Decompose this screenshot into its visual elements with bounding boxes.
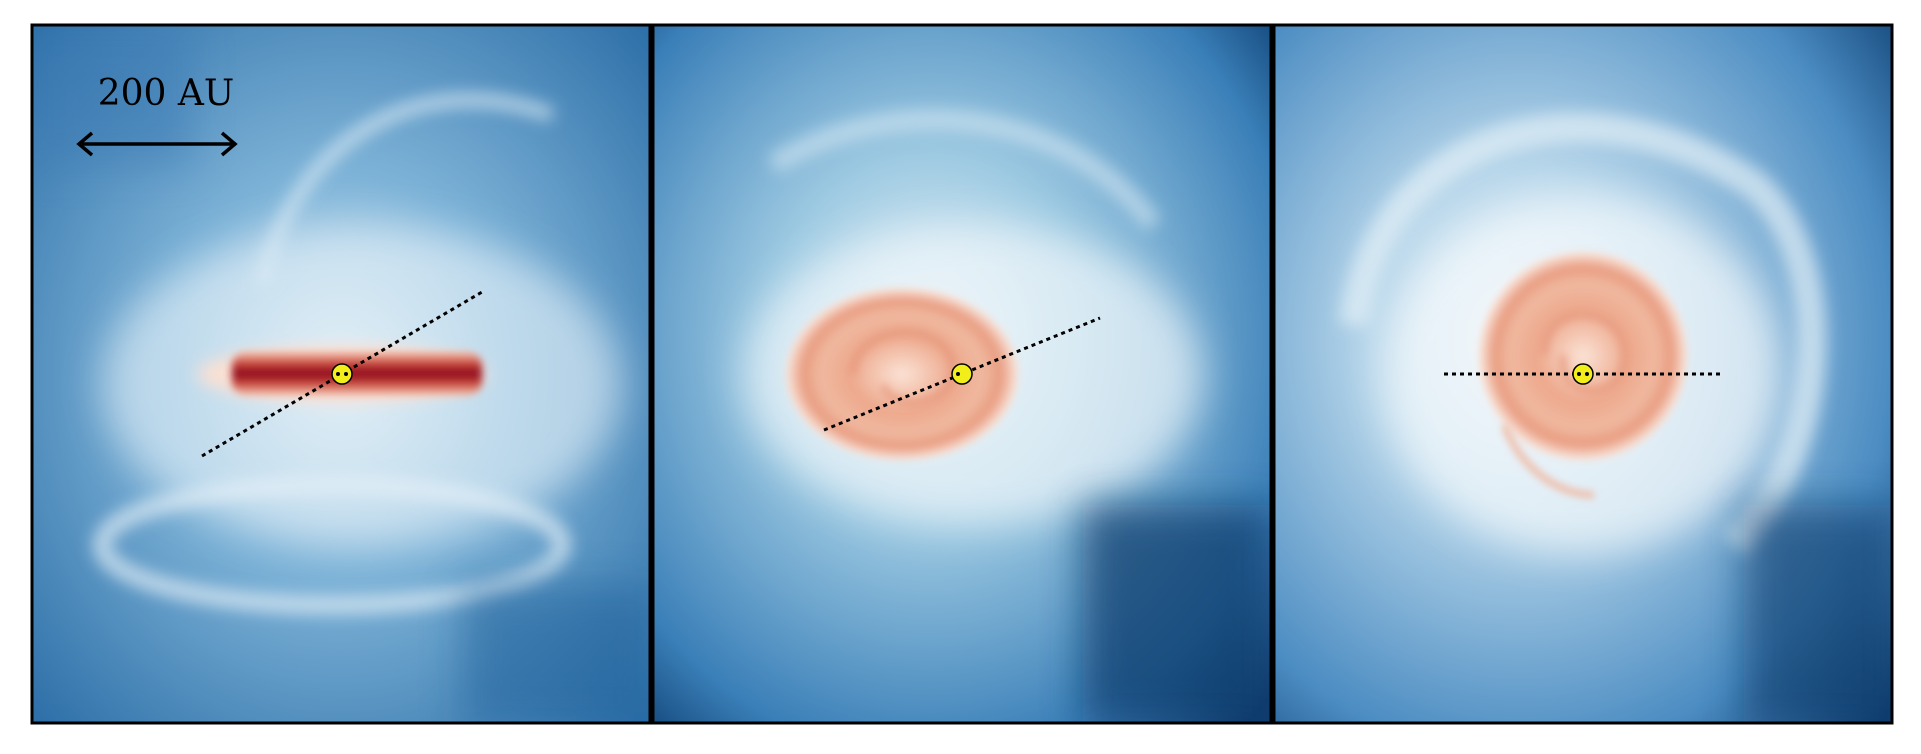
panel-3	[1272, 23, 1894, 725]
panel-1: 200 AU	[30, 23, 652, 725]
scale-bar-label: 200 AU	[98, 73, 235, 114]
panel-2	[651, 23, 1273, 725]
